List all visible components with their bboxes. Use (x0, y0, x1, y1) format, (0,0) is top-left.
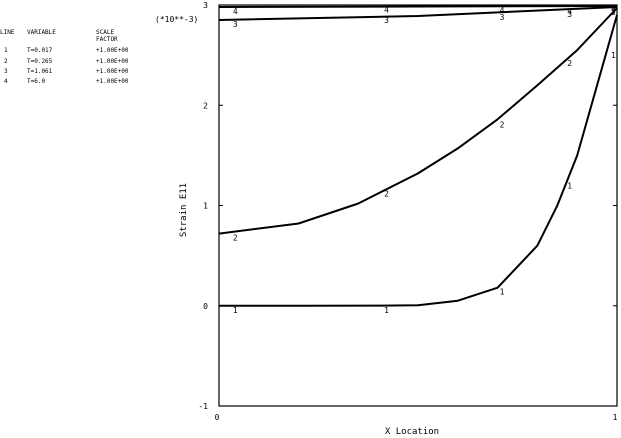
x-axis-label: X Location (385, 427, 439, 437)
y-axis-label: Strain E11 (179, 183, 189, 237)
legend-row-factor: +1.00E+00 (96, 47, 129, 54)
series-marker-label: 4 (500, 6, 505, 15)
series-marker-label: 4 (233, 7, 238, 16)
legend-row-variable: T=6.0 (27, 78, 46, 85)
series-line-2 (218, 7, 618, 235)
legend: LINE VARIABLE SCALE FACTOR 1 T=0.017 +1.… (0, 0, 200, 100)
legend-row-factor: +1.00E+00 (96, 78, 129, 85)
series-marker-label: 1 (567, 181, 572, 190)
series-marker-label: 3 (500, 13, 505, 22)
series-line-1 (219, 14, 618, 307)
legend-row-line: 3 (4, 68, 8, 75)
series-marker-label: 3 (233, 20, 238, 29)
legend-row-variable: T=1.061 (27, 68, 53, 75)
series-marker-label: 3 (567, 10, 572, 19)
y-multiplier-label: (*10**-3) (155, 15, 198, 24)
series-marker-label: 2 (611, 8, 616, 17)
series-line-3 (218, 6, 618, 21)
x-tick-label: 0 (215, 413, 220, 422)
series-marker-label: 3 (384, 16, 389, 25)
legend-row-line: 1 (4, 47, 8, 54)
y-tick-label: 0 (203, 302, 208, 311)
legend-row-variable: T=0.265 (27, 58, 53, 65)
legend-row-line: 2 (4, 58, 8, 65)
series-marker-label: 1 (233, 306, 238, 315)
y-tick-label: 2 (203, 101, 208, 110)
series-marker-label: 1 (611, 51, 616, 60)
series-marker-label: 1 (500, 288, 505, 297)
legend-row-factor: +1.00E+00 (96, 68, 129, 75)
series-line-4 (218, 5, 618, 8)
x-tick-label: 1 (613, 413, 618, 422)
legend-row-variable: T=0.017 (27, 47, 53, 54)
legend-header-variable: VARIABLE (27, 29, 56, 36)
legend-header-line: LINE (0, 29, 15, 36)
y-tick-label: -1 (198, 402, 208, 411)
series-marker-label: 4 (567, 7, 572, 16)
legend-row-factor: +1.00E+00 (96, 58, 129, 65)
series-marker-label: 2 (567, 59, 572, 68)
legend-header-scale: SCALE (96, 29, 115, 36)
series-marker-label: 4 (384, 6, 389, 15)
series-marker-label: 2 (233, 234, 238, 243)
legend-header-factor: FACTOR (96, 36, 118, 43)
y-tick-label: 3 (203, 1, 208, 10)
legend-row-line: 4 (4, 78, 8, 85)
series-marker-label: 4 (611, 5, 616, 14)
series-marker-label: 2 (500, 120, 505, 129)
series-marker-label: 2 (384, 189, 389, 198)
series-marker-label: 1 (384, 306, 389, 315)
y-tick-label: 1 (203, 202, 208, 211)
series-marker-label: 3 (611, 7, 616, 16)
